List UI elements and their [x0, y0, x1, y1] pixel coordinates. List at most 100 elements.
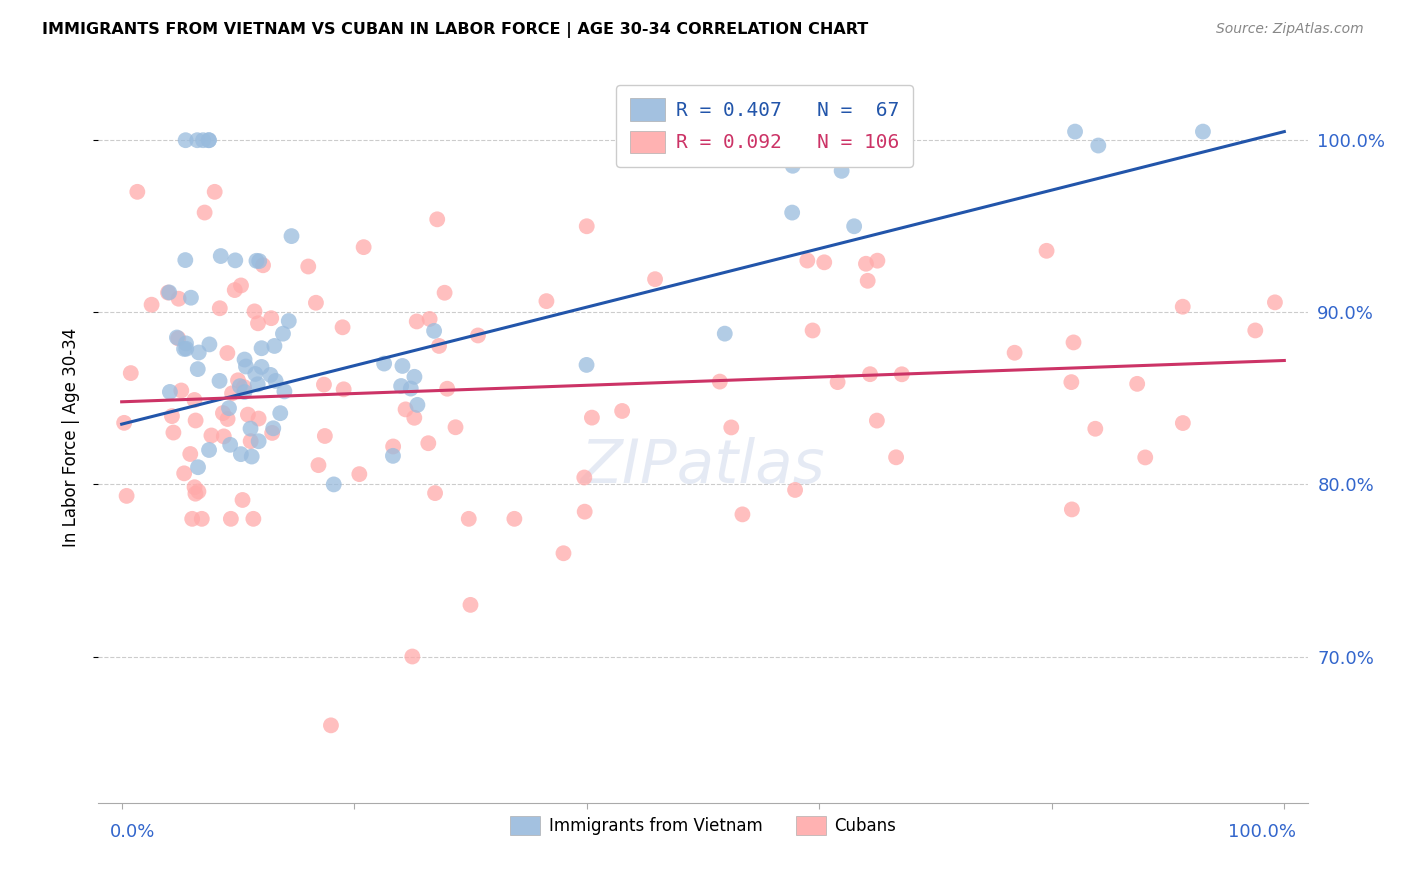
Point — [780, 205, 803, 219]
Point — [141, 298, 163, 312]
Point — [200, 428, 222, 442]
Point — [426, 212, 449, 227]
Point — [536, 294, 558, 309]
Point — [574, 505, 596, 519]
Point — [783, 483, 806, 497]
Point — [382, 440, 405, 454]
Point — [167, 292, 190, 306]
Point — [1126, 376, 1149, 391]
Point — [1060, 502, 1083, 516]
Point — [183, 480, 205, 494]
Y-axis label: In Labor Force | Age 30-34: In Labor Force | Age 30-34 — [62, 327, 80, 547]
Point — [250, 341, 273, 355]
Point — [856, 274, 879, 288]
Point — [423, 324, 446, 338]
Point — [575, 358, 598, 372]
Point — [233, 380, 256, 394]
Point — [866, 253, 889, 268]
Point — [187, 362, 209, 376]
Point — [180, 291, 202, 305]
Point — [1064, 125, 1087, 139]
Point — [233, 384, 256, 399]
Point — [401, 649, 423, 664]
Point — [644, 272, 666, 286]
Point — [844, 219, 866, 234]
Point — [801, 323, 824, 337]
Point — [319, 718, 342, 732]
Point — [260, 311, 283, 326]
Point — [127, 185, 149, 199]
Point — [322, 477, 344, 491]
Point — [1135, 450, 1157, 465]
Point — [773, 125, 796, 139]
Point — [307, 458, 329, 472]
Point — [1004, 345, 1026, 359]
Point — [436, 382, 458, 396]
Point — [782, 159, 804, 173]
Point — [866, 414, 889, 428]
Point — [460, 598, 482, 612]
Point — [259, 368, 281, 382]
Point — [174, 133, 197, 147]
Point — [174, 342, 197, 356]
Point — [574, 470, 596, 484]
Text: ZIPatlas: ZIPatlas — [581, 437, 825, 496]
Point — [183, 392, 205, 407]
Point — [187, 345, 209, 359]
Point — [174, 336, 197, 351]
Point — [226, 373, 249, 387]
Point — [181, 512, 204, 526]
Point — [404, 410, 426, 425]
Point — [610, 404, 633, 418]
Point — [457, 512, 479, 526]
Point — [236, 408, 259, 422]
Point — [720, 420, 742, 434]
Point — [239, 422, 262, 436]
Point — [444, 420, 467, 434]
Point — [831, 164, 853, 178]
Point — [796, 253, 818, 268]
Text: IMMIGRANTS FROM VIETNAM VS CUBAN IN LABOR FORCE | AGE 30-34 CORRELATION CHART: IMMIGRANTS FROM VIETNAM VS CUBAN IN LABO… — [42, 22, 869, 38]
Point — [314, 429, 336, 443]
Point — [218, 401, 240, 416]
Point — [173, 342, 195, 356]
Point — [713, 326, 735, 341]
Point — [167, 331, 190, 345]
Point — [245, 253, 267, 268]
Point — [581, 410, 603, 425]
Point — [332, 320, 354, 334]
Point — [277, 314, 299, 328]
Point — [269, 406, 291, 420]
Point — [198, 337, 221, 351]
Point — [863, 135, 886, 149]
Point — [423, 486, 446, 500]
Point — [212, 406, 235, 420]
Point — [162, 425, 184, 440]
Point — [263, 339, 285, 353]
Point — [855, 257, 877, 271]
Point — [240, 450, 263, 464]
Point — [219, 512, 242, 526]
Point — [247, 434, 270, 449]
Point — [233, 352, 256, 367]
Point — [235, 359, 257, 374]
Point — [186, 133, 208, 147]
Point — [209, 249, 232, 263]
Point — [575, 219, 598, 234]
Point — [433, 285, 456, 300]
Point — [389, 379, 412, 393]
Point — [859, 367, 882, 381]
Point — [204, 185, 226, 199]
Point — [219, 438, 242, 452]
Point — [404, 369, 426, 384]
Point — [419, 312, 441, 326]
Point — [179, 447, 201, 461]
Point — [406, 398, 429, 412]
Point — [191, 133, 214, 147]
Point — [243, 304, 266, 318]
Point — [157, 285, 180, 300]
Point — [229, 379, 252, 393]
Point — [247, 411, 270, 425]
Point — [208, 374, 231, 388]
Point — [247, 254, 270, 268]
